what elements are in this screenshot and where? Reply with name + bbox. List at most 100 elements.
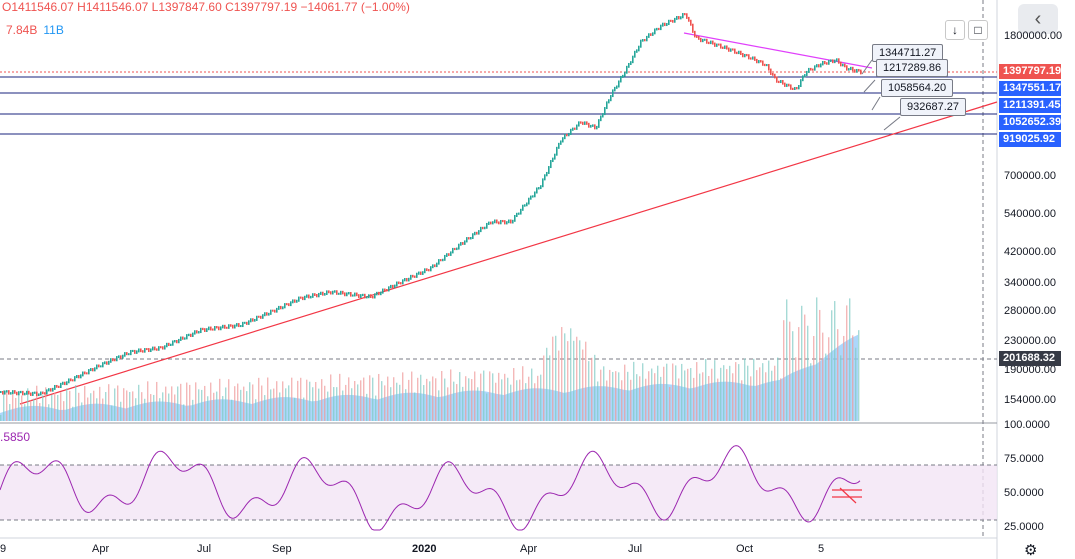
candle bbox=[414, 275, 416, 278]
candle bbox=[356, 292, 358, 297]
volume-bar bbox=[249, 382, 251, 421]
candle bbox=[658, 27, 660, 31]
candle bbox=[718, 43, 720, 46]
candle bbox=[772, 72, 774, 76]
hline-price-tag: 1347551.17 bbox=[999, 81, 1061, 96]
volume-bar bbox=[546, 347, 548, 421]
candle bbox=[546, 171, 548, 177]
volume-bar bbox=[42, 395, 44, 421]
candle bbox=[752, 56, 754, 60]
volume-bar bbox=[306, 379, 308, 421]
candle bbox=[724, 45, 726, 49]
volume-bar bbox=[366, 393, 368, 421]
candle bbox=[444, 254, 446, 261]
candle bbox=[646, 35, 648, 42]
candle bbox=[14, 390, 16, 394]
candle bbox=[286, 303, 288, 306]
candle bbox=[780, 80, 782, 84]
candle bbox=[62, 381, 64, 385]
candle bbox=[88, 369, 90, 375]
candle bbox=[792, 87, 794, 91]
volume-bar bbox=[117, 385, 119, 421]
candle bbox=[732, 48, 734, 51]
volume-bar bbox=[93, 390, 95, 421]
candle bbox=[822, 60, 824, 66]
volume-bar bbox=[768, 360, 770, 421]
candle bbox=[652, 32, 654, 36]
volume-bar bbox=[201, 389, 203, 421]
candle bbox=[568, 132, 570, 137]
volume-bar bbox=[411, 371, 413, 421]
volume-bar bbox=[129, 391, 131, 421]
volume-ma-value: 11B bbox=[43, 23, 64, 37]
settings-gear-icon[interactable]: ⚙ bbox=[1024, 542, 1038, 559]
volume-bar bbox=[690, 368, 692, 421]
maximize-button[interactable]: □ bbox=[968, 20, 988, 40]
volume-bar bbox=[147, 381, 149, 421]
volume-bar bbox=[0, 415, 2, 421]
volume-bar bbox=[198, 389, 200, 421]
volume-bar bbox=[579, 340, 581, 421]
rsi-line bbox=[0, 445, 861, 531]
callout-label[interactable]: 932687.27 bbox=[900, 98, 966, 116]
scroll-down-button[interactable]: ↓ bbox=[945, 20, 965, 40]
volume-bar bbox=[528, 376, 530, 421]
candle bbox=[582, 121, 584, 125]
candle bbox=[712, 40, 714, 45]
candle bbox=[112, 358, 114, 362]
volume-bar bbox=[615, 371, 617, 421]
volume-bar bbox=[27, 388, 29, 421]
volume-bar bbox=[705, 359, 707, 421]
candle bbox=[0, 391, 2, 393]
candle bbox=[590, 124, 592, 128]
candle bbox=[852, 66, 854, 72]
candle bbox=[296, 299, 298, 303]
candle bbox=[38, 393, 40, 397]
crosshair-price-tag: 201688.32 bbox=[999, 351, 1061, 366]
candle bbox=[288, 303, 290, 307]
candle bbox=[298, 296, 300, 302]
price-axis-label: 190000.00 bbox=[1004, 364, 1056, 376]
candle bbox=[838, 58, 840, 64]
candle bbox=[424, 268, 426, 274]
volume-bar bbox=[462, 386, 464, 421]
volume-bar bbox=[255, 399, 257, 421]
volume-bar bbox=[357, 384, 359, 421]
time-axis-label: Apr bbox=[520, 543, 538, 555]
volume-bar bbox=[807, 325, 809, 421]
volume-bar bbox=[138, 384, 140, 421]
volume-bar bbox=[486, 393, 488, 421]
candle bbox=[328, 290, 330, 294]
volume-bar bbox=[435, 378, 437, 421]
candle bbox=[574, 127, 576, 130]
candle bbox=[254, 318, 256, 322]
candle bbox=[594, 124, 596, 130]
time-axis-label: Jul bbox=[197, 543, 212, 555]
candle bbox=[344, 292, 346, 297]
time-axis-label: Apr bbox=[92, 543, 110, 555]
candle bbox=[22, 390, 24, 396]
candle bbox=[684, 13, 686, 16]
volume-bar bbox=[414, 392, 416, 421]
back-icon[interactable]: ‹ bbox=[1018, 4, 1058, 34]
volume-bar bbox=[6, 392, 8, 421]
volume-bar bbox=[471, 379, 473, 421]
volume-bar bbox=[180, 383, 182, 421]
volume-bar bbox=[114, 388, 116, 421]
volume-bar bbox=[333, 387, 335, 421]
candle bbox=[212, 328, 214, 331]
callout-label[interactable]: 1058564.20 bbox=[881, 79, 954, 97]
candle bbox=[570, 128, 572, 135]
candle bbox=[470, 237, 472, 240]
volume-bar bbox=[687, 368, 689, 421]
callout-label[interactable]: 1217289.86 bbox=[876, 59, 949, 77]
candle bbox=[558, 142, 560, 149]
candle bbox=[832, 59, 834, 64]
volume-ma-area bbox=[0, 334, 858, 421]
candle bbox=[68, 378, 70, 384]
candle bbox=[166, 342, 168, 348]
volume-bar bbox=[243, 386, 245, 421]
candle bbox=[834, 59, 836, 64]
volume-bar bbox=[354, 381, 356, 421]
